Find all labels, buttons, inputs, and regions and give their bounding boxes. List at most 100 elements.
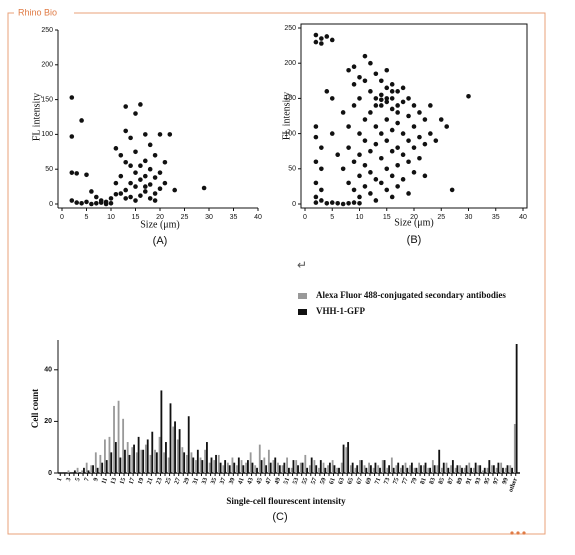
point: [167, 132, 173, 137]
watermark: Rhino Bio: [18, 7, 57, 17]
x-tick-label: 95: [483, 476, 492, 485]
x-tick-label: 10: [107, 214, 115, 221]
point: [319, 166, 324, 172]
bar: [181, 447, 184, 473]
point: [422, 141, 428, 147]
bar: [315, 465, 318, 473]
bar: [301, 462, 304, 473]
x-tick-label: 83: [428, 476, 437, 485]
point: [384, 187, 390, 193]
point: [113, 191, 119, 197]
bar: [278, 465, 281, 473]
point: [324, 200, 330, 206]
bar: [131, 447, 134, 473]
x-tick-label: 25: [437, 214, 445, 221]
bar: [410, 462, 413, 473]
bar: [242, 465, 245, 473]
bar: [104, 439, 106, 473]
x-tick-label: 15: [132, 214, 140, 221]
bar: [210, 457, 213, 473]
point: [384, 85, 390, 91]
bar: [187, 416, 190, 473]
bar: [474, 462, 477, 473]
bar: [482, 470, 484, 473]
point: [313, 39, 319, 45]
bar: [233, 462, 236, 473]
bar: [451, 460, 454, 473]
bar: [459, 465, 462, 473]
point: [351, 187, 357, 193]
bar: [213, 460, 216, 473]
x-tick-label: 25: [164, 476, 173, 485]
point: [400, 152, 406, 158]
x-tick-label: 93: [474, 476, 483, 485]
x-tick-label: 27: [173, 476, 182, 485]
bar: [267, 449, 270, 473]
x-tick-label: 57: [310, 476, 319, 485]
point: [373, 124, 379, 129]
point: [84, 199, 89, 205]
x-tick-label: 59: [319, 476, 328, 485]
point: [362, 162, 368, 168]
point: [389, 89, 395, 94]
point: [152, 198, 158, 203]
legend-swatch: [298, 293, 307, 299]
bar: [101, 462, 104, 473]
bar: [126, 442, 129, 473]
bar: [83, 467, 85, 473]
point: [329, 131, 335, 136]
x-axis-label: Single-cell flourescent intensity: [226, 496, 346, 506]
x-tick-label: 65: [346, 476, 355, 485]
point: [368, 170, 373, 175]
point: [384, 138, 390, 143]
x-tick-label: 63: [337, 476, 346, 485]
bar: [290, 467, 293, 473]
point: [113, 146, 119, 151]
point: [319, 198, 324, 203]
point: [108, 201, 114, 206]
bar: [400, 467, 402, 473]
bar: [154, 449, 156, 473]
point: [143, 158, 148, 164]
point: [346, 180, 351, 186]
bar: [438, 449, 441, 473]
bar: [269, 462, 272, 473]
x-tick-label: 19: [137, 476, 146, 485]
bar: [169, 403, 172, 473]
bar: [340, 462, 343, 473]
bar: [113, 405, 115, 473]
bar: [477, 465, 480, 473]
bar: [331, 460, 334, 473]
x-tick-label: 77: [401, 476, 410, 485]
bar: [231, 457, 234, 473]
watermark-bg: [14, 7, 74, 19]
point: [69, 198, 75, 203]
point: [128, 163, 133, 169]
point: [335, 200, 341, 206]
bar: [228, 465, 231, 473]
bar: [363, 465, 366, 473]
bar: [447, 467, 450, 473]
point: [406, 113, 411, 119]
bar: [336, 467, 339, 473]
bar: [506, 465, 509, 473]
point: [373, 177, 379, 182]
bar: [427, 467, 430, 473]
point: [147, 196, 153, 201]
point: [162, 180, 168, 186]
point: [118, 191, 124, 196]
x-tick-label: 29: [182, 476, 191, 485]
point: [362, 53, 368, 59]
point: [362, 78, 368, 84]
frame: [7, 12, 546, 535]
bar: [295, 460, 298, 473]
bar: [511, 467, 513, 473]
bar: [308, 465, 311, 473]
bar: [395, 465, 398, 473]
bar: [190, 452, 193, 473]
bar: [468, 462, 471, 473]
bar: [310, 457, 313, 473]
point: [411, 170, 417, 175]
bar: [222, 465, 225, 473]
point: [373, 198, 379, 203]
